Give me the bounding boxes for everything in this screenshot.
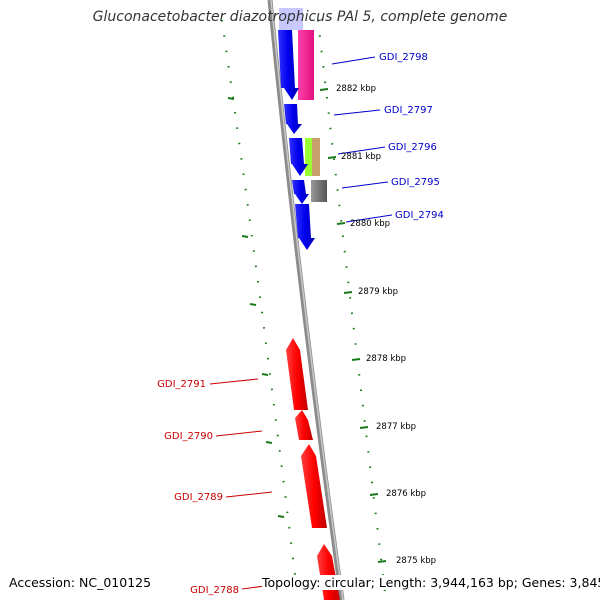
map-title: Gluconacetobacter diazotrophicus PAl 5, … [92,9,508,25]
gene-arrow-gdi-2789[interactable] [301,444,327,528]
gene-label-gdi-2795[interactable]: GDI_2795 [391,177,440,188]
feature-block-lavender [279,8,303,30]
gene-arrow-gdi-2795[interactable] [292,180,309,204]
accession-text: Accession: NC_010125 [9,575,152,590]
tick-label-2879: 2879 kbp [358,287,398,297]
inner-track-dashes [227,97,285,518]
feature-block-green [305,138,312,176]
gene-arrow-gdi-2791[interactable] [286,338,308,410]
gene-arrow-gdi-2794[interactable] [295,204,315,250]
gene-arrow-gdi-2790[interactable] [295,410,313,440]
gene-label-gdi-2788[interactable]: GDI_2788 [190,585,239,596]
forward-label-leaders [331,56,393,223]
gene-label-gdi-2798[interactable]: GDI_2798 [379,52,428,63]
tick-label-2875: 2875 kbp [396,556,436,566]
gene-arrow-gdi-2798[interactable] [278,30,299,100]
genome-summary-text: Topology: circular; Length: 3,944,163 bp… [262,575,600,590]
genome-backbone-highlight [270,0,344,600]
tick-label-2876: 2876 kbp [386,489,426,499]
tick-label-2881: 2881 kbp [341,152,381,162]
feature-block-pink [298,30,314,100]
gene-arrow-gdi-2796[interactable] [289,138,308,176]
feature-block-tan [312,138,320,176]
gene-label-gdi-2789[interactable]: GDI_2789 [174,492,223,503]
forward-gene-arrows [278,30,315,250]
gene-label-gdi-2791[interactable]: GDI_2791 [157,379,206,390]
gene-label-gdi-2797[interactable]: GDI_2797 [384,105,433,116]
gene-label-gdi-2790[interactable]: GDI_2790 [164,431,213,442]
tick-label-2880: 2880 kbp [350,219,390,229]
gene-arrow-gdi-2797[interactable] [284,104,302,134]
tick-label-2878: 2878 kbp [366,354,406,364]
gene-label-gdi-2796[interactable]: GDI_2796 [388,142,437,153]
tick-label-2877: 2877 kbp [376,422,416,432]
genome-backbone [267,0,345,600]
feature-block-gray [311,180,327,202]
tick-label-2882: 2882 kbp [336,84,376,94]
reverse-label-leaders [209,378,289,590]
kbp-tick-marks [319,88,387,563]
gene-label-gdi-2794[interactable]: GDI_2794 [395,210,444,221]
